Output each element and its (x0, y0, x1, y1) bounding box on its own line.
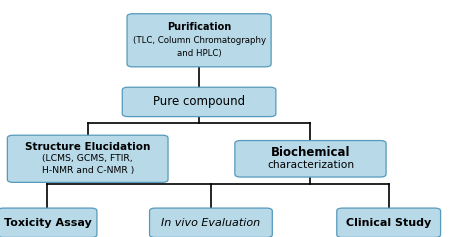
Text: Structure Elucidation: Structure Elucidation (25, 142, 150, 152)
FancyBboxPatch shape (7, 135, 168, 182)
Text: Purification: Purification (167, 22, 231, 32)
Text: In vivo Evaluation: In vivo Evaluation (161, 218, 261, 228)
FancyBboxPatch shape (0, 208, 97, 237)
Text: (TLC, Column Chromatography: (TLC, Column Chromatography (133, 36, 265, 45)
Text: H-NMR and C-NMR ): H-NMR and C-NMR ) (42, 166, 134, 175)
FancyBboxPatch shape (122, 87, 276, 117)
Text: Toxicity Assay: Toxicity Assay (3, 218, 91, 228)
Text: Pure compound: Pure compound (153, 96, 245, 108)
FancyBboxPatch shape (127, 14, 271, 67)
Text: Clinical Study: Clinical Study (346, 218, 431, 228)
Text: Biochemical: Biochemical (271, 146, 350, 159)
Text: (LCMS, GCMS, FTIR,: (LCMS, GCMS, FTIR, (42, 154, 133, 163)
FancyBboxPatch shape (149, 208, 272, 237)
Text: characterization: characterization (267, 160, 354, 170)
FancyBboxPatch shape (235, 141, 386, 177)
Text: and HPLC): and HPLC) (177, 49, 221, 58)
FancyBboxPatch shape (337, 208, 440, 237)
